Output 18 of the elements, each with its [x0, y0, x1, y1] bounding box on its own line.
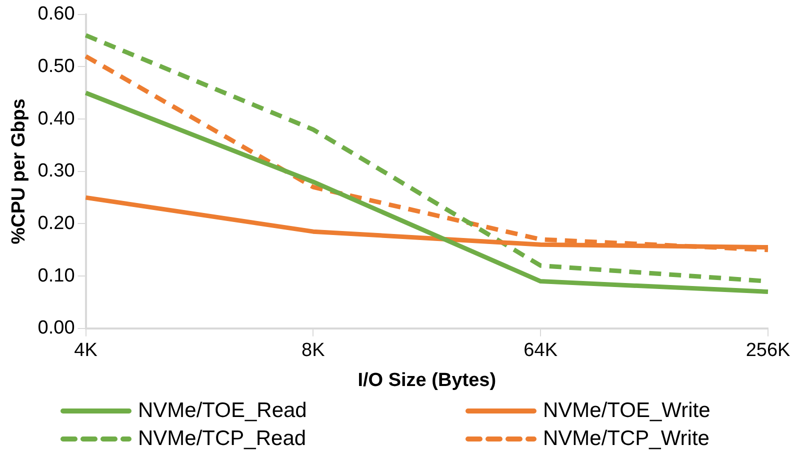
x-tick-label: 4K: [74, 340, 98, 362]
legend-label: NVMe/TCP_Write: [543, 427, 710, 451]
x-tick-label: 256K: [746, 340, 791, 362]
legend-label: NVMe/TOE_Read: [138, 399, 307, 423]
y-tick-label: 0.40: [38, 108, 75, 130]
y-tick-label: 0.50: [38, 56, 75, 77]
x-tick-label: 8K: [302, 340, 326, 362]
y-axis-title: %CPU per Gbps: [8, 98, 30, 244]
line-series: [84, 54, 770, 252]
y-tick-label: 0.30: [38, 160, 75, 182]
legend-label: NVMe/TCP_Read: [138, 427, 306, 451]
x-axis-title: I/O Size (Bytes): [358, 370, 496, 391]
y-tick-label: 0.60: [38, 4, 75, 25]
x-tick-label: 64K: [524, 340, 558, 362]
y-tick-label: 0.20: [38, 212, 75, 234]
y-tick-label: 0.10: [38, 265, 75, 286]
y-tick-label: 0.00: [38, 318, 75, 339]
legend-label: NVMe/TOE_Write: [543, 399, 710, 423]
